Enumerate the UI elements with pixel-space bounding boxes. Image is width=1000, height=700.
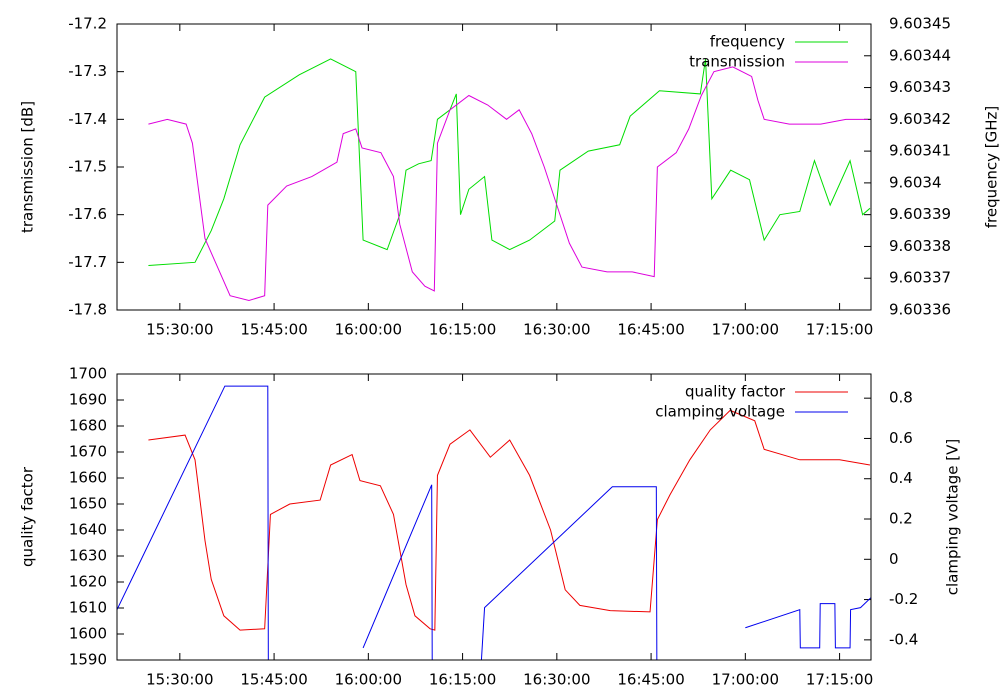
y2-tick-label: 0.2 xyxy=(889,510,913,528)
panel: -17.8 -17.7 -17.6 -17.5 -17.4 -17.3 -17.2 9.603… xyxy=(19,15,1000,339)
legend: frequency transmission xyxy=(689,33,848,71)
y-tick-label: 1700 xyxy=(69,365,107,383)
x-tick-label: 16:30:00 xyxy=(523,671,590,689)
y2-tick-label: 9.60339 xyxy=(889,205,951,223)
x-tick-label: 16:00:00 xyxy=(335,671,402,689)
plot-frame xyxy=(116,373,872,661)
y2-tick-label: 9.60336 xyxy=(889,301,951,319)
y-tick-label: 1640 xyxy=(69,521,107,539)
y2-tick-label: 9.60341 xyxy=(889,142,951,160)
series-line xyxy=(148,66,868,301)
x-tick-label: 16:30:00 xyxy=(523,321,590,339)
y2-tick-label: -0.2 xyxy=(889,590,918,608)
y2-tick-label: 0.6 xyxy=(889,429,913,447)
y-tick-label: -17.2 xyxy=(68,15,107,33)
y2-tick-label: 9.60337 xyxy=(889,269,951,287)
y2-tick-label: 9.60343 xyxy=(889,78,951,96)
y-tick-label: -17.7 xyxy=(68,253,107,271)
x-tick-label: 16:00:00 xyxy=(335,321,402,339)
y-tick-label: -17.4 xyxy=(68,110,107,128)
series-line xyxy=(117,385,871,660)
y2-axis-label: frequency [GHz] xyxy=(983,106,1000,228)
y-axis-label: transmission [dB] xyxy=(19,101,37,233)
series-line xyxy=(148,409,871,631)
x-tick-label: 17:00:00 xyxy=(712,671,779,689)
x-tick-label: 15:30:00 xyxy=(146,671,213,689)
y-tick-label: -17.6 xyxy=(68,205,107,223)
y-tick-label: 1660 xyxy=(69,469,107,487)
x-tick-label: 16:45:00 xyxy=(617,321,684,339)
panel: 1590 1600 1610 1620 1630 1640 1650 1660 1670 1680… xyxy=(19,365,962,689)
x-tick-label: 17:15:00 xyxy=(806,671,873,689)
x-tick-label: 17:15:00 xyxy=(806,321,873,339)
y-tick-label: -17.8 xyxy=(68,301,107,319)
y2-tick-label: 9.60345 xyxy=(889,15,951,33)
legend: quality factor clamping voltage xyxy=(655,383,848,421)
y2-tick-label: 9.60338 xyxy=(889,237,951,255)
y-axis-label: quality factor xyxy=(19,466,37,567)
series-line xyxy=(148,58,871,267)
y2-tick-label: 9.60344 xyxy=(889,46,951,64)
x-tick-label: 15:45:00 xyxy=(240,671,307,689)
y-tick-label: 1620 xyxy=(69,573,107,591)
legend-label: quality factor xyxy=(685,383,786,401)
y-tick-label: -17.3 xyxy=(68,62,107,80)
y-tick-label: 1610 xyxy=(69,599,107,617)
x-tick-label: 17:00:00 xyxy=(712,321,779,339)
y-tick-label: 1630 xyxy=(69,547,107,565)
legend-label: clamping voltage xyxy=(655,403,785,421)
y-tick-label: 1690 xyxy=(69,391,107,409)
x-tick-label: 16:45:00 xyxy=(617,671,684,689)
y2-tick-label: -0.4 xyxy=(889,630,918,648)
y-tick-label: 1600 xyxy=(69,625,107,643)
x-tick-label: 15:45:00 xyxy=(240,321,307,339)
y2-tick-label: 0.8 xyxy=(889,389,913,407)
plot-frame xyxy=(116,23,872,311)
legend-label: frequency xyxy=(710,33,785,51)
y2-tick-label: 9.60342 xyxy=(889,110,951,128)
legend-label: transmission xyxy=(689,53,785,71)
x-tick-label: 16:15:00 xyxy=(429,671,496,689)
y-tick-label: 1680 xyxy=(69,417,107,435)
y2-tick-label: 0 xyxy=(889,550,899,568)
y-tick-label: 1590 xyxy=(69,651,107,669)
y-tick-label: -17.5 xyxy=(68,158,107,176)
y-tick-label: 1670 xyxy=(69,443,107,461)
y2-tick-label: 0.4 xyxy=(889,469,913,487)
x-tick-label: 16:15:00 xyxy=(429,321,496,339)
y-tick-label: 1650 xyxy=(69,495,107,513)
y2-axis-label: clamping voltage [V] xyxy=(944,439,962,595)
y2-tick-label: 9.6034 xyxy=(889,173,942,191)
x-tick-label: 15:30:00 xyxy=(146,321,213,339)
